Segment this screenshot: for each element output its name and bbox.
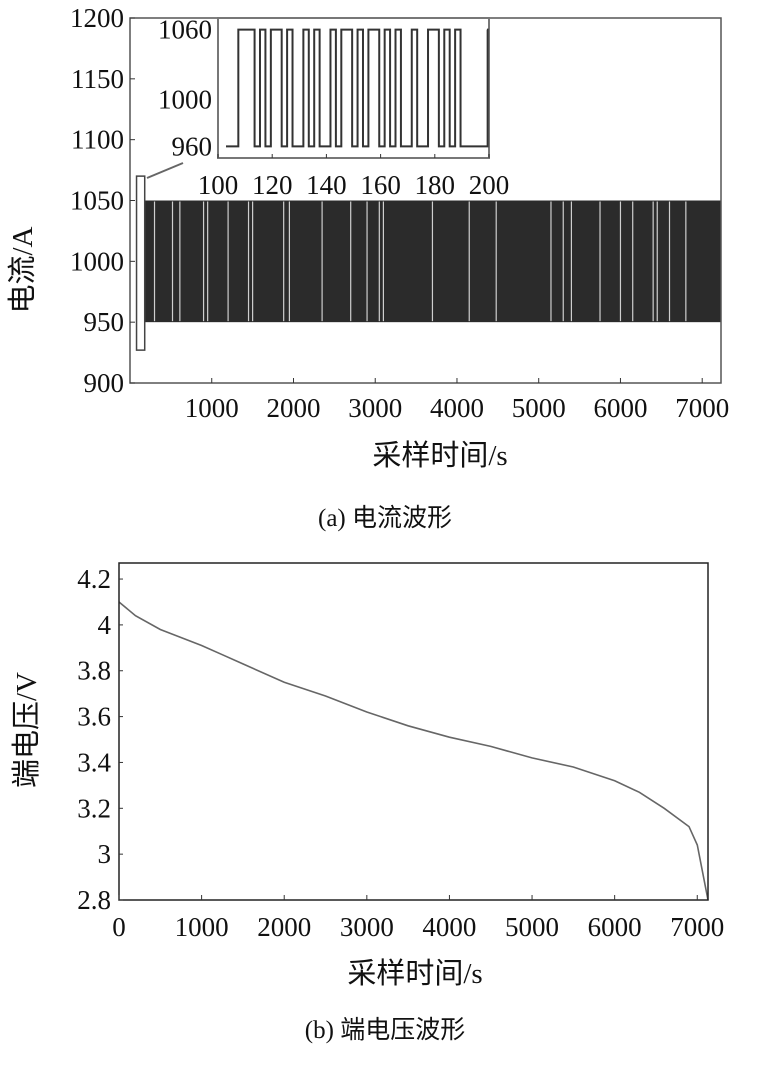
inset-y-tick-label: 1060 — [158, 15, 212, 45]
inset-frame — [217, 17, 490, 159]
current-y-tick-label: 1100 — [71, 125, 124, 155]
current-y-tick-label: 950 — [84, 307, 125, 337]
voltage-x-tick-label: 0 — [112, 912, 126, 942]
current-x-tick-label: 7000 — [675, 393, 729, 423]
voltage-chart: 2.8 3 3.2 3.4 3.6 3.8 4 4.2 0 1000 2000 3000 4000 500… — [77, 562, 724, 942]
current-x-tick-label: 3000 — [348, 393, 402, 423]
inset-wave-line — [226, 28, 489, 148]
voltage-line — [118, 601, 709, 901]
voltage-y-tick-label: 3.6 — [77, 702, 111, 732]
inset-y-tick-label: 960 — [172, 131, 213, 161]
inset-y-tick-label: 1000 — [158, 85, 212, 115]
voltage-y-tick-label: 3 — [98, 839, 112, 869]
voltage-x-tick-label: 4000 — [422, 912, 476, 942]
current-y-tick-label: 1050 — [70, 186, 124, 216]
current-y-tick-label: 1150 — [71, 64, 124, 94]
inset-pointer-arrow — [146, 162, 184, 179]
current-x-tick-label: 6000 — [593, 393, 647, 423]
current-caption: (a) 电流波形 — [318, 504, 452, 532]
current-chart: 900 950 1000 1050 1100 1150 1200 1000 2000 3000 40… — [70, 3, 729, 423]
voltage-x-tick-label: 3000 — [340, 912, 394, 942]
current-y-tick-label: 900 — [84, 368, 125, 398]
inset-x-tick-label: 180 — [415, 170, 456, 200]
voltage-y-tick-label: 3.8 — [77, 656, 111, 686]
voltage-x-tick-label: 1000 — [175, 912, 229, 942]
current-x-tick-label: 5000 — [512, 393, 566, 423]
voltage-y-tick-label: 3.4 — [77, 747, 111, 777]
voltage-y-tick-label: 4.2 — [77, 564, 111, 594]
voltage-caption: (b) 端电压波形 — [305, 1016, 465, 1044]
voltage-x-tick-label: 7000 — [670, 912, 724, 942]
current-x-tick-label: 1000 — [185, 393, 239, 423]
voltage-x-label: 采样时间/s — [347, 957, 482, 990]
inset-x-tick-label: 120 — [252, 170, 293, 200]
voltage-y-tick-label: 2.8 — [77, 885, 111, 915]
voltage-x-tick-label: 6000 — [588, 912, 642, 942]
voltage-y-label: 端电压/V — [10, 672, 43, 788]
current-x-label: 采样时间/s — [372, 439, 507, 472]
inset-x-tick-label: 100 — [198, 170, 239, 200]
voltage-x-tick-label: 5000 — [505, 912, 559, 942]
inset-x-tick-label: 200 — [469, 170, 510, 200]
current-x-tick-label: 4000 — [430, 393, 484, 423]
voltage-x-tick-label: 2000 — [257, 912, 311, 942]
inset-x-tick-label: 140 — [306, 170, 347, 200]
inset-x-tick-label: 160 — [360, 170, 401, 200]
voltage-y-tick-label: 3.2 — [77, 793, 111, 823]
current-y-label: 电流/A — [6, 226, 39, 313]
current-x-tick-label: 2000 — [266, 393, 320, 423]
current-initial-pulse — [135, 175, 146, 351]
voltage-plot-frame — [118, 562, 709, 901]
current-y-tick-label: 1000 — [70, 246, 124, 276]
voltage-y-tick-label: 4 — [98, 610, 112, 640]
current-y-tick-label: 1200 — [70, 3, 124, 33]
